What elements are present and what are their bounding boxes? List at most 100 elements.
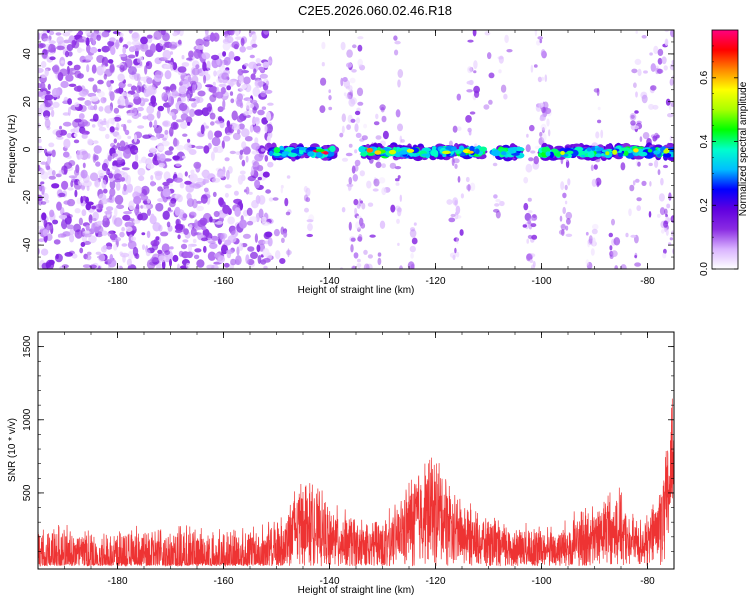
noise-blob xyxy=(230,258,237,266)
noise-blob xyxy=(247,175,256,182)
noise-blob xyxy=(495,199,501,203)
noise-blob xyxy=(126,258,132,266)
noise-blob xyxy=(611,250,618,257)
noise-blob xyxy=(164,70,172,80)
noise-blob xyxy=(48,40,56,45)
noise-blob xyxy=(658,193,665,202)
noise-blob xyxy=(538,102,545,108)
noise-blob xyxy=(229,91,234,96)
noise-blob xyxy=(70,128,76,133)
noise-blob xyxy=(263,265,268,269)
noise-blob xyxy=(125,99,130,107)
noise-blob xyxy=(659,207,666,216)
noise-blob xyxy=(133,196,142,205)
tonal-blob xyxy=(458,145,465,152)
noise-blob xyxy=(80,242,86,247)
noise-blob xyxy=(588,284,593,290)
noise-blob xyxy=(157,198,165,202)
noise-blob xyxy=(413,222,417,226)
noise-blob xyxy=(592,237,596,247)
noise-blob xyxy=(87,153,91,159)
noise-blob xyxy=(539,131,543,137)
noise-blob xyxy=(267,161,274,168)
tonal-blob xyxy=(279,145,284,152)
noise-blob xyxy=(620,162,626,171)
noise-blob xyxy=(192,238,197,244)
x-tick-label: -80 xyxy=(640,576,655,587)
noise-blob xyxy=(454,214,458,220)
noise-blob xyxy=(175,163,182,167)
spectrogram-tonal-line xyxy=(267,142,674,162)
noise-blob xyxy=(150,175,154,181)
noise-blob xyxy=(42,90,47,96)
noise-blob xyxy=(635,30,638,34)
noise-blob xyxy=(84,100,92,106)
spectrogram-x-ticks: -180 -160 -140 -120 -100 -80 xyxy=(37,30,675,287)
noise-blob xyxy=(122,46,127,55)
noise-blob xyxy=(103,215,107,222)
tonal-blob xyxy=(638,151,648,157)
noise-blob xyxy=(38,138,42,144)
noise-blob xyxy=(211,177,221,183)
noise-blob xyxy=(93,145,102,154)
noise-blob xyxy=(664,30,670,33)
noise-blob xyxy=(234,207,241,217)
noise-blob xyxy=(224,192,229,198)
noise-blob xyxy=(357,270,363,274)
noise-blob xyxy=(79,247,84,254)
noise-blob xyxy=(137,167,146,176)
noise-blob xyxy=(354,268,357,269)
noise-blob xyxy=(357,58,364,67)
tonal-blob xyxy=(430,149,439,157)
noise-blob xyxy=(658,309,661,316)
noise-blob xyxy=(669,237,674,241)
noise-blob xyxy=(400,139,405,143)
noise-blob xyxy=(629,184,635,192)
noise-blob xyxy=(86,255,92,261)
noise-blob xyxy=(89,219,93,224)
noise-blob xyxy=(188,243,192,253)
noise-blob xyxy=(189,173,198,183)
noise-blob xyxy=(408,307,412,314)
noise-blob xyxy=(397,207,402,217)
noise-blob xyxy=(115,237,121,242)
noise-blob xyxy=(156,110,161,119)
noise-blob xyxy=(190,227,197,237)
noise-blob xyxy=(355,132,362,138)
noise-blob xyxy=(648,211,652,218)
noise-blob xyxy=(287,309,290,316)
noise-blob xyxy=(117,73,125,82)
noise-blob xyxy=(77,180,84,186)
noise-blob xyxy=(413,311,420,318)
noise-blob xyxy=(348,177,353,185)
noise-blob xyxy=(359,170,365,177)
noise-blob xyxy=(537,76,543,83)
noise-blob xyxy=(98,106,104,112)
spectrogram-noise-blobs xyxy=(38,23,674,318)
noise-blob xyxy=(448,140,453,147)
noise-blob xyxy=(538,137,545,146)
noise-blob xyxy=(180,243,188,250)
noise-blob xyxy=(184,180,192,185)
noise-blob xyxy=(186,93,191,102)
noise-blob xyxy=(241,159,246,167)
noise-blob xyxy=(62,121,72,127)
noise-blob xyxy=(158,133,165,139)
noise-blob xyxy=(206,60,211,71)
noise-blob xyxy=(630,114,635,119)
noise-blob xyxy=(529,124,535,132)
noise-blob xyxy=(86,251,92,256)
noise-blob xyxy=(354,159,361,167)
noise-blob xyxy=(561,228,565,237)
noise-blob xyxy=(527,220,532,225)
noise-blob xyxy=(527,23,533,29)
tonal-blob xyxy=(287,152,298,157)
noise-blob xyxy=(86,64,90,73)
noise-blob xyxy=(128,200,135,211)
noise-blob xyxy=(251,102,259,111)
noise-blob xyxy=(215,145,224,154)
noise-blob xyxy=(121,92,127,97)
noise-blob xyxy=(286,175,291,179)
noise-blob xyxy=(495,210,501,219)
spectrogram-panel: -180 -160 -140 -120 -100 -80 -40 -20 0 20 40 Heig… xyxy=(7,23,675,318)
